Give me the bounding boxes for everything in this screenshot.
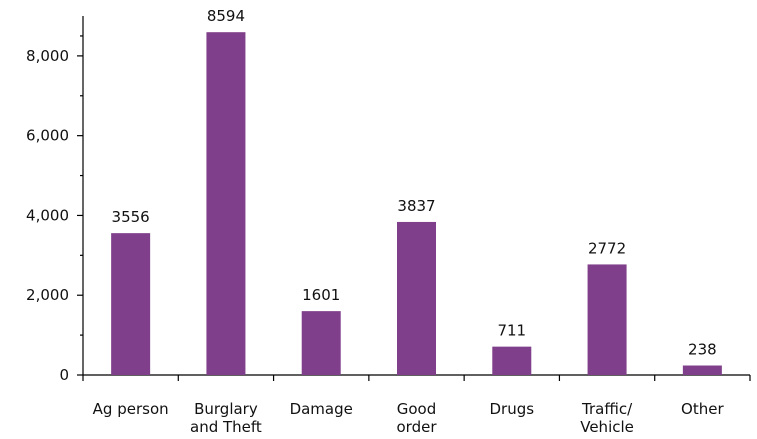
data-label: 238 bbox=[688, 341, 717, 359]
data-label: 711 bbox=[497, 322, 526, 340]
data-label: 8594 bbox=[207, 7, 245, 25]
category-label: Vehicle bbox=[580, 418, 634, 436]
bar bbox=[587, 264, 627, 375]
bar bbox=[206, 32, 246, 376]
data-label: 1601 bbox=[302, 286, 340, 304]
bar bbox=[397, 221, 436, 375]
category-label: Ag person bbox=[93, 400, 169, 418]
category-label: Damage bbox=[290, 400, 353, 418]
category-label: Other bbox=[681, 400, 724, 418]
y-tick-label: 4,000 bbox=[26, 206, 69, 224]
category-label: Drugs bbox=[490, 400, 535, 418]
y-axis: 0 2,000 4,000 6,000 8,000 bbox=[26, 16, 84, 384]
category-label: Good bbox=[397, 400, 437, 418]
bar bbox=[682, 365, 722, 375]
bar bbox=[301, 311, 341, 375]
bar bbox=[492, 346, 532, 375]
y-tick-label: 8,000 bbox=[26, 47, 69, 65]
category-label: Burglary bbox=[194, 400, 258, 418]
y-tick-label: 0 bbox=[59, 366, 69, 384]
data-label: 2772 bbox=[588, 239, 626, 257]
data-label: 3556 bbox=[112, 208, 150, 226]
category-label: Traffic/ bbox=[581, 400, 633, 418]
category-label: and Theft bbox=[190, 418, 262, 436]
y-tick-label: 6,000 bbox=[26, 127, 69, 145]
data-label: 3837 bbox=[397, 197, 435, 215]
value-labels: 3556 8594 1601 3837 711 2772 238 bbox=[112, 7, 717, 358]
bar bbox=[111, 233, 151, 375]
category-label: order bbox=[397, 418, 438, 436]
y-tick-label: 2,000 bbox=[26, 286, 69, 304]
x-axis bbox=[82, 374, 751, 381]
bars bbox=[111, 32, 722, 376]
